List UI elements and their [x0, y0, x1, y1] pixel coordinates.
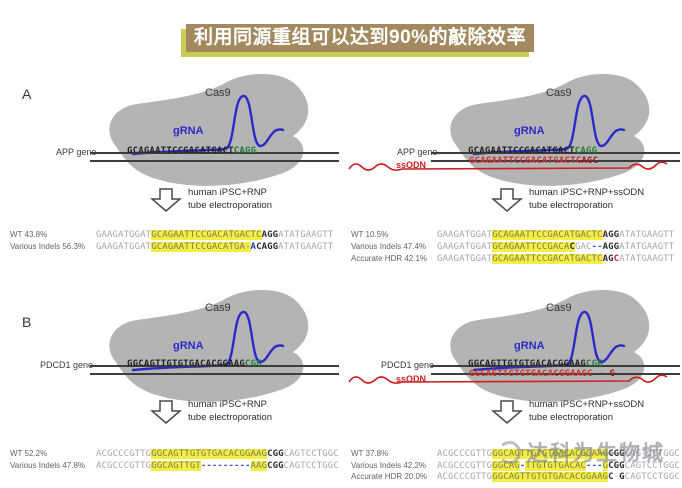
diagram-sequence: GCAGAATTCCGACATGACTCAGG [127, 146, 257, 156]
gene-strand-line [431, 373, 680, 375]
result-row: WT 43.8% GAAGATGGATGCAGAATTCCGACATGACTCA… [10, 230, 341, 242]
gene-strand-line [431, 160, 680, 162]
ssodn-sequence: GCAGAATTCCGACATGACTCAGC [469, 156, 599, 166]
gene-strand-line [431, 152, 680, 154]
result-sequence: ACGCCCGTTGGGCAGTTGTGTGACACGGAAGC-GCAGTCC… [437, 472, 680, 482]
gene-label: APP gene [397, 147, 438, 157]
cas9-blob [109, 74, 309, 186]
result-sequence: ACGCCCGTTGGGCAG-TTGTGTGACAC---GCGGCAGTCC… [437, 460, 680, 471]
result-row: WT 52.2% ACGCCCGTTGGGCAGTTGTGTGACACGGAAG… [10, 449, 341, 461]
ssodn-wavy-line [348, 374, 668, 384]
gene-label: PDCD1 gene [40, 360, 94, 370]
grna-label: gRNA [173, 340, 204, 352]
cas9-label: Cas9 [546, 302, 572, 314]
gene-label: PDCD1 gene [381, 360, 435, 370]
grna-label: gRNA [173, 125, 204, 137]
result-label: Various Indels 42.2% [351, 460, 427, 470]
cas9-label: Cas9 [205, 302, 231, 314]
ssodn-label: ssODN [396, 374, 427, 384]
grna-label: gRNA [514, 125, 545, 137]
panel-b-left: B Cas9 gRNA PDCD1 gene GGCAGTTGTGTGACACG… [0, 288, 341, 488]
panel-a-left: A Cas9 gRNA APP gene GCAGAATTCCGACATGACT… [0, 60, 341, 288]
ssodn-sequence: GGCAGTTGTGTGACACGGAAGC - G [469, 369, 616, 379]
result-sequence: ACGCCCGTTGGGCAGTTGTGTGACACGGAAGCGGCAGTCC… [437, 449, 680, 459]
watermark-logo-icon [498, 440, 521, 464]
result-sequence: GAAGATGGATGCAGAATTCCGACATGACTCAGGATATGAA… [437, 230, 675, 240]
diagram-sequence: GGCAGTTGTGTGACACGGAAGCGG [127, 359, 262, 369]
down-arrow-icon [491, 400, 523, 424]
cas9-label: Cas9 [205, 87, 231, 99]
panel-b-right: Cas9 gRNA PDCD1 gene GGCAGTTGTGTGACACGGA… [341, 288, 682, 488]
section-label-a: A [22, 86, 32, 102]
caption: human iPSC+RNP tube electroporation [188, 187, 272, 211]
grna-label: gRNA [514, 340, 545, 352]
result-row: Accurate HDR 20.0% ACGCCCGTTGGGCAGTTGTGT… [351, 472, 682, 484]
results-b-right: WT 37.8% ACGCCCGTTGGGCAGTTGTGTGACACGGAAG… [351, 449, 682, 484]
result-row: Various Indels 47.4% GAAGATGGATGCAGAATTC… [351, 242, 682, 254]
result-sequence: GAAGATGGATGCAGAATTCCGACATGACTCAGCATATGAA… [437, 254, 675, 264]
grna-curve [131, 94, 285, 156]
result-label: WT 43.8% [10, 230, 48, 239]
result-row: Accurate HDR 42.1% GAAGATGGATGCAGAATTCCG… [351, 254, 682, 266]
ssodn-wavy-line [348, 161, 668, 171]
ssodn-label: ssODN [396, 160, 427, 170]
gene-strand-line [90, 152, 339, 154]
figure-title: 利用同源重组可以达到90%的敲除效率 [186, 24, 535, 52]
result-label: WT 10.5% [351, 230, 389, 239]
down-arrow-icon [150, 188, 182, 212]
gene-strand-line [431, 365, 680, 367]
result-sequence: GAAGATGGATGCAGAATTCCGACACGAC--AGGATATGAA… [437, 242, 675, 252]
section-label-b: B [22, 314, 32, 330]
caption: human iPSC+RNP+ssODN tube electroporatio… [529, 399, 645, 423]
results-b-left: WT 52.2% ACGCCCGTTGGGCAGTTGTGTGACACGGAAG… [10, 449, 341, 472]
diagram-sequence: GCAGAATTCCGACATGACTCAGG [468, 146, 598, 156]
result-label: Accurate HDR 20.0% [351, 472, 428, 481]
gene-strand-line [90, 160, 339, 162]
result-row: Various Indels 42.2% ACGCCCGTTGGGCAG-TTG… [351, 460, 682, 473]
down-arrow-icon [150, 400, 182, 424]
gene-strand-line [90, 373, 339, 375]
watermark: 达科为生物城 [498, 437, 665, 467]
grna-curve [472, 94, 626, 156]
result-sequence: ACGCCCGTTGGGCAGTTGT---------AAGCGGCAGTCC… [96, 460, 339, 471]
result-row: WT 10.5% GAAGATGGATGCAGAATTCCGACATGACTCA… [351, 230, 682, 242]
caption: human iPSC+RNP tube electroporation [188, 399, 272, 423]
result-row: WT 37.8% ACGCCCGTTGGGCAGTTGTGTGACACGGAAG… [351, 449, 682, 461]
result-sequence: ACGCCCGTTGGGCAGTTGTGTGACACGGAAGCGGCAGTCC… [96, 449, 339, 459]
result-label: Various Indels 56.3% [10, 242, 86, 251]
result-label: WT 52.2% [10, 449, 48, 458]
result-label: Accurate HDR 42.1% [351, 254, 428, 263]
results-a-right: WT 10.5% GAAGATGGATGCAGAATTCCGACATGACTCA… [351, 230, 682, 266]
result-sequence: GAAGATGGATGCAGAATTCCGACATGA-ACAGGATATGAA… [96, 242, 334, 252]
results-a-left: WT 43.8% GAAGATGGATGCAGAATTCCGACATGACTCA… [10, 230, 341, 254]
result-label: WT 37.8% [351, 449, 389, 458]
result-sequence: GAAGATGGATGCAGAATTCCGACATGACTCAGGATATGAA… [96, 230, 334, 240]
diagram-sequence: GGCAGTTGTGTGACACGGAAGCGG [468, 359, 603, 369]
panel-a-right: Cas9 gRNA APP gene GCAGAATTCCGACATGACTCA… [341, 60, 682, 288]
result-row: Various Indels 47.8% ACGCCCGTTGGGCAGTTGT… [10, 460, 341, 473]
result-label: Various Indels 47.8% [10, 460, 86, 470]
down-arrow-icon [491, 188, 523, 212]
gene-strand-line [90, 365, 339, 367]
cas9-label: Cas9 [546, 87, 572, 99]
cas9-blob [450, 74, 650, 186]
caption: human iPSC+RNP+ssODN tube electroporatio… [529, 187, 645, 211]
result-label: Various Indels 47.4% [351, 242, 427, 251]
gene-label: APP gene [56, 147, 97, 157]
watermark-text: 达科为生物城 [527, 442, 665, 465]
result-row: Various Indels 56.3% GAAGATGGATGCAGAATTC… [10, 242, 341, 254]
